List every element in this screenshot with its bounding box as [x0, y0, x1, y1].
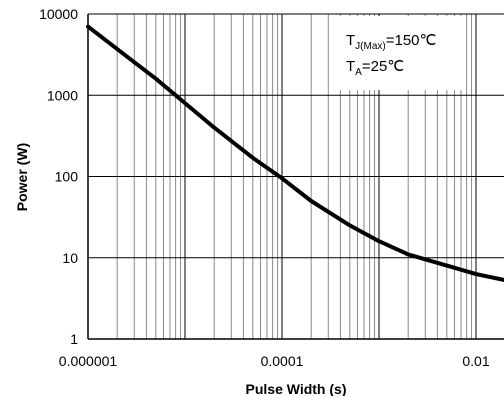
- y-tick-label: 1: [70, 331, 78, 347]
- y-tick-label: 100: [55, 169, 79, 185]
- x-tick-label: 0.01: [462, 353, 489, 369]
- x-tick-label: 0.0001: [261, 353, 304, 369]
- x-axis-title: Pulse Width (s): [246, 381, 347, 396]
- y-tick-label: 10: [62, 250, 78, 266]
- y-tick-labels: 1 10 100 1000 10000: [39, 6, 78, 347]
- x-tick-label: 0.000001: [59, 353, 118, 369]
- power-curve: [86, 24, 504, 282]
- tj-max-annotation: TJ(Max)=150℃: [346, 32, 436, 52]
- legend-box: [335, 16, 463, 90]
- y-tick-label: 1000: [47, 87, 78, 103]
- y-tick-label: 10000: [39, 6, 78, 22]
- ta-annotation: TA=25℃: [346, 58, 404, 78]
- axes: [87, 14, 504, 340]
- y-axis-title: Power (W): [14, 143, 30, 211]
